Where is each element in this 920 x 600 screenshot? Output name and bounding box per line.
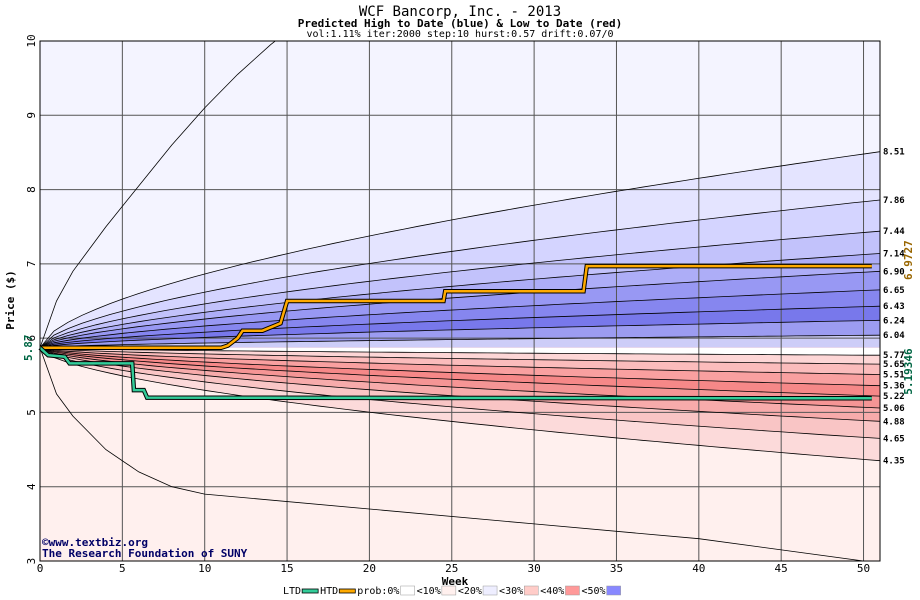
y-tick-label: 8 xyxy=(25,186,38,193)
probability-contour xyxy=(40,199,880,349)
curve-end-label: 6.43 xyxy=(883,302,905,312)
plot-frame xyxy=(39,40,881,562)
x-tick-label: 0 xyxy=(37,562,44,575)
y-tick-label: 10 xyxy=(25,34,38,47)
low-band xyxy=(40,347,880,356)
x-axis-label: Week xyxy=(442,575,469,588)
y-tick-label: 6 xyxy=(25,335,38,342)
copyright-symbol: © xyxy=(42,536,49,549)
final-low-label: 5.19346 xyxy=(902,348,915,395)
probability-contour xyxy=(40,347,880,356)
curve-end-label: 5.36 xyxy=(883,382,905,392)
curve-end-label: 6.04 xyxy=(883,331,905,341)
legend-label: <10% xyxy=(417,586,441,597)
legend-label: <30% xyxy=(499,586,523,597)
probability-contour xyxy=(40,347,880,439)
curve-end-label: 5.77 xyxy=(883,351,905,361)
curve-end-label: 4.88 xyxy=(883,417,905,427)
probability-contour xyxy=(40,305,880,349)
curve-end-label: 4.65 xyxy=(883,434,905,444)
plot-area: 0 5 10 15 20 25 30 35 40 45 503456789105.878.517.8… xyxy=(22,34,915,575)
credit-site: www.textbiz.org xyxy=(49,536,148,549)
probability-contour xyxy=(40,41,276,348)
x-tick-label: 5 xyxy=(119,562,126,575)
legend-color-swatch xyxy=(482,585,498,596)
curve-end-label: 6.65 xyxy=(883,286,905,296)
svg-text:©www.textbiz.org: ©www.textbiz.org xyxy=(42,536,148,549)
probability-contour xyxy=(40,334,880,349)
curve-end-label: 6.24 xyxy=(883,316,905,326)
probability-contour xyxy=(40,270,880,349)
chart-params: vol:1.11% iter:2000 step:10 hurst:0.57 d… xyxy=(306,29,613,40)
legend-line-swatch xyxy=(338,588,356,594)
legend-label: LTD xyxy=(283,586,301,597)
y-tick-label: 4 xyxy=(25,483,38,490)
probability-contour xyxy=(40,347,880,409)
credit: ©www.textbiz.org The Research Foundation… xyxy=(42,536,248,560)
x-tick-label: 20 xyxy=(363,562,376,575)
probability-contour xyxy=(40,253,880,349)
curve-end-label: 7.14 xyxy=(883,249,905,259)
y-axis-label: Price ($) xyxy=(4,270,17,330)
low-to-date-path xyxy=(39,346,872,400)
legend-label: <50% xyxy=(581,586,605,597)
start-price-label: 5.87 xyxy=(22,335,35,362)
y-tick-label: 3 xyxy=(25,558,38,565)
curve-end-label: 8.51 xyxy=(883,148,905,158)
probability-contour xyxy=(40,319,880,349)
probability-contour xyxy=(40,347,880,397)
curve-end-label: 6.90 xyxy=(883,267,905,277)
credit-org: The Research Foundation of SUNY xyxy=(42,547,248,560)
y-tick-label: 9 xyxy=(25,112,38,119)
x-tick-label: 50 xyxy=(857,562,870,575)
x-tick-label: 25 xyxy=(445,562,458,575)
probability-contour xyxy=(40,230,880,349)
probability-contour xyxy=(40,289,880,349)
high-to-date-path xyxy=(40,264,872,350)
y-tick-label: 5 xyxy=(25,409,38,416)
curve-end-label: 5.22 xyxy=(883,392,905,402)
legend-label: prob:0% xyxy=(357,586,399,597)
legend-label: HTD xyxy=(320,586,338,597)
x-tick-label: 15 xyxy=(280,562,293,575)
probability-contour xyxy=(40,347,864,561)
legend-color-swatch xyxy=(400,585,415,596)
probability-contour xyxy=(40,151,880,349)
probability-contour xyxy=(40,347,880,375)
chart-title: WCF Bancorp, Inc. - 2013 xyxy=(359,4,561,20)
x-tick-label: 35 xyxy=(610,562,623,575)
curve-end-label: 5.65 xyxy=(883,360,905,370)
curve-end-label: 5.51 xyxy=(883,371,905,381)
x-tick-label: 30 xyxy=(527,562,540,575)
probability-contour xyxy=(40,347,880,462)
curve-end-label: 7.86 xyxy=(883,196,905,206)
legend-line-swatch xyxy=(301,588,319,594)
plot-bands xyxy=(40,41,880,561)
legend-label: <20% xyxy=(458,586,482,597)
legend-color-swatch xyxy=(524,585,539,596)
x-tick-label: 45 xyxy=(775,562,788,575)
legend-label: <40% xyxy=(540,586,564,597)
curve-end-label: 5.06 xyxy=(883,404,905,414)
legend-color-swatch xyxy=(441,585,457,596)
legend-color-swatch xyxy=(606,585,621,596)
final-high-label: 6.9727 xyxy=(902,240,915,280)
curve-end-label: 4.35 xyxy=(883,457,905,467)
curve-end-label: 7.44 xyxy=(883,227,905,237)
legend-color-swatch xyxy=(565,585,580,596)
probability-contour xyxy=(40,347,880,387)
probability-contour xyxy=(40,347,880,365)
chart-subtitle: Predicted High to Date (blue) & Low to D… xyxy=(298,17,623,30)
x-tick-label: 10 xyxy=(198,562,211,575)
x-tick-label: 40 xyxy=(692,562,705,575)
legend: LTD HTD prob:0% <10% <20% <30% <40% <50% xyxy=(283,585,621,597)
y-tick-label: 7 xyxy=(25,261,38,268)
